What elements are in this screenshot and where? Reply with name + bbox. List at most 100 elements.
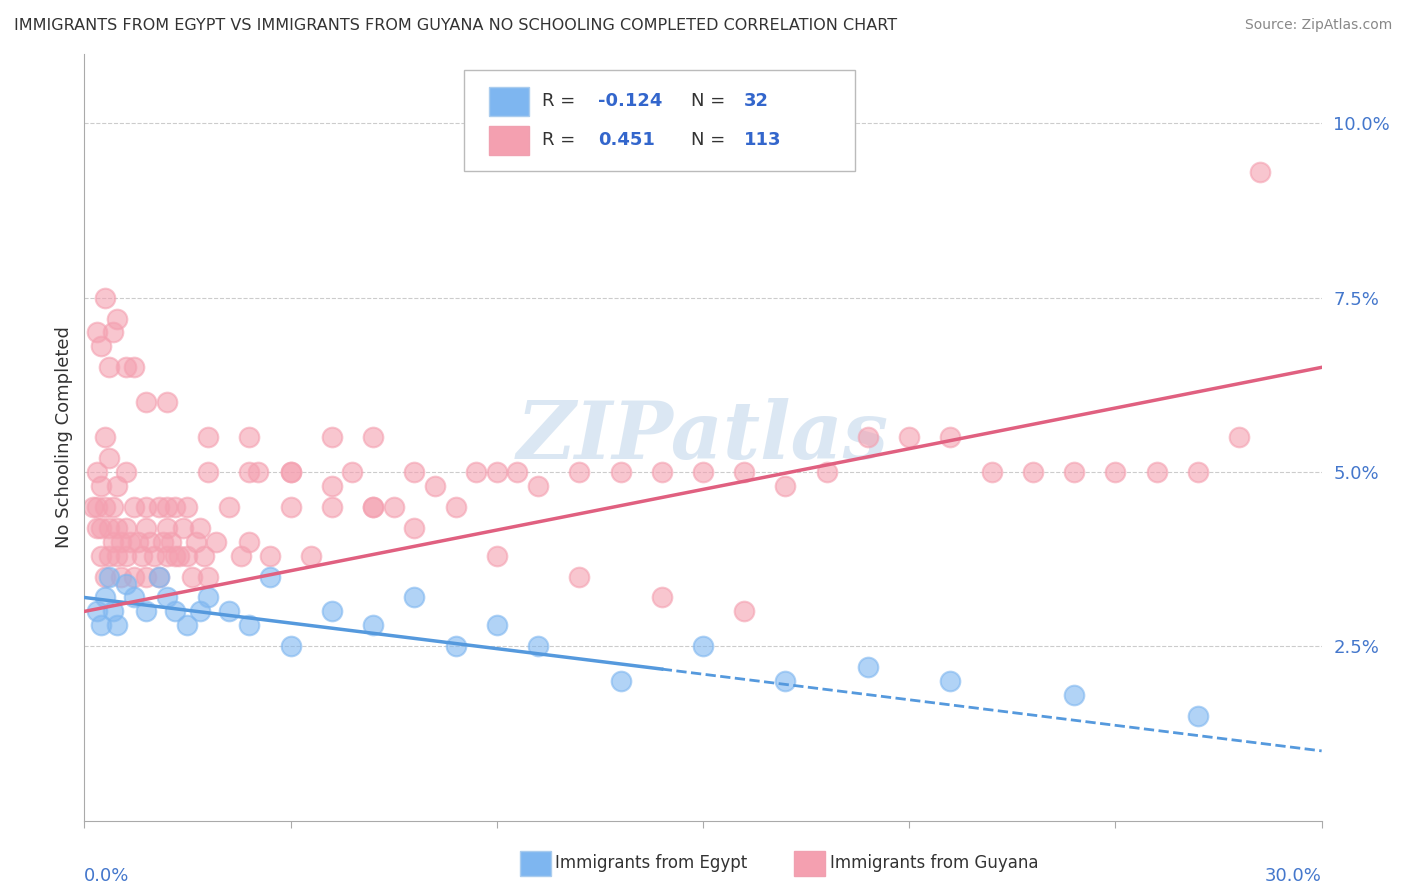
Point [238, 534, 260, 549]
Point [103, 604, 125, 618]
Point [148, 500, 170, 514]
Text: R =: R = [543, 92, 581, 110]
Point [1187, 709, 1209, 723]
Point [856, 430, 879, 444]
Point [148, 569, 170, 583]
Point [148, 569, 170, 583]
Point [527, 479, 550, 493]
Point [423, 479, 446, 493]
Point [609, 674, 631, 689]
Point [342, 465, 364, 479]
Point [86, 326, 108, 340]
Point [156, 549, 179, 563]
Point [103, 534, 125, 549]
Point [485, 465, 508, 479]
Text: 0.451: 0.451 [598, 131, 655, 149]
Point [160, 534, 183, 549]
Point [609, 465, 631, 479]
Point [692, 640, 714, 654]
Point [135, 569, 157, 583]
Point [98, 569, 121, 583]
Point [733, 604, 755, 618]
Point [135, 604, 157, 618]
Point [188, 521, 211, 535]
Text: R =: R = [543, 131, 581, 149]
Point [82, 500, 104, 514]
Point [404, 521, 426, 535]
Point [105, 521, 128, 535]
Point [114, 549, 136, 563]
Point [172, 521, 194, 535]
Point [856, 660, 879, 674]
Point [361, 430, 384, 444]
Point [114, 576, 136, 591]
Point [114, 360, 136, 375]
Point [114, 521, 136, 535]
Point [188, 604, 211, 618]
Point [122, 569, 145, 583]
Point [1063, 688, 1085, 702]
Point [1146, 465, 1168, 479]
Point [321, 500, 343, 514]
Point [156, 500, 179, 514]
Point [361, 618, 384, 632]
Point [321, 430, 343, 444]
Point [103, 500, 125, 514]
Text: -0.124: -0.124 [598, 92, 662, 110]
Point [1104, 465, 1126, 479]
Point [404, 465, 426, 479]
Point [105, 549, 128, 563]
Point [165, 500, 187, 514]
Point [135, 521, 157, 535]
Point [184, 534, 207, 549]
Point [692, 465, 714, 479]
Point [1249, 165, 1271, 179]
Point [1022, 465, 1045, 479]
Point [105, 618, 128, 632]
Point [135, 395, 157, 409]
Point [110, 569, 132, 583]
Point [568, 465, 591, 479]
Point [86, 604, 108, 618]
Point [139, 534, 162, 549]
Point [180, 569, 202, 583]
Point [465, 465, 488, 479]
Point [165, 604, 187, 618]
Point [90, 549, 112, 563]
Point [404, 591, 426, 605]
Point [238, 618, 260, 632]
Point [733, 465, 755, 479]
Point [939, 430, 962, 444]
Point [444, 640, 467, 654]
Point [775, 674, 797, 689]
Point [90, 618, 112, 632]
Point [103, 326, 125, 340]
Point [98, 450, 121, 465]
Point [568, 569, 591, 583]
Point [152, 534, 174, 549]
Point [980, 465, 1002, 479]
Point [86, 465, 108, 479]
Point [94, 430, 117, 444]
Point [114, 465, 136, 479]
Point [197, 591, 219, 605]
Point [105, 311, 128, 326]
Text: IMMIGRANTS FROM EGYPT VS IMMIGRANTS FROM GUYANA NO SCHOOLING COMPLETED CORRELATI: IMMIGRANTS FROM EGYPT VS IMMIGRANTS FROM… [14, 18, 897, 33]
Point [444, 500, 467, 514]
FancyBboxPatch shape [489, 126, 529, 155]
Text: Immigrants from Egypt: Immigrants from Egypt [555, 855, 748, 872]
Point [280, 465, 302, 479]
Point [775, 479, 797, 493]
Point [361, 500, 384, 514]
Point [1063, 465, 1085, 479]
Point [86, 521, 108, 535]
Point [205, 534, 228, 549]
Point [246, 465, 269, 479]
Point [651, 465, 673, 479]
Point [218, 500, 240, 514]
Text: ZIPatlas: ZIPatlas [517, 399, 889, 475]
Text: N =: N = [690, 131, 731, 149]
Point [299, 549, 322, 563]
FancyBboxPatch shape [489, 87, 529, 116]
Point [86, 500, 108, 514]
